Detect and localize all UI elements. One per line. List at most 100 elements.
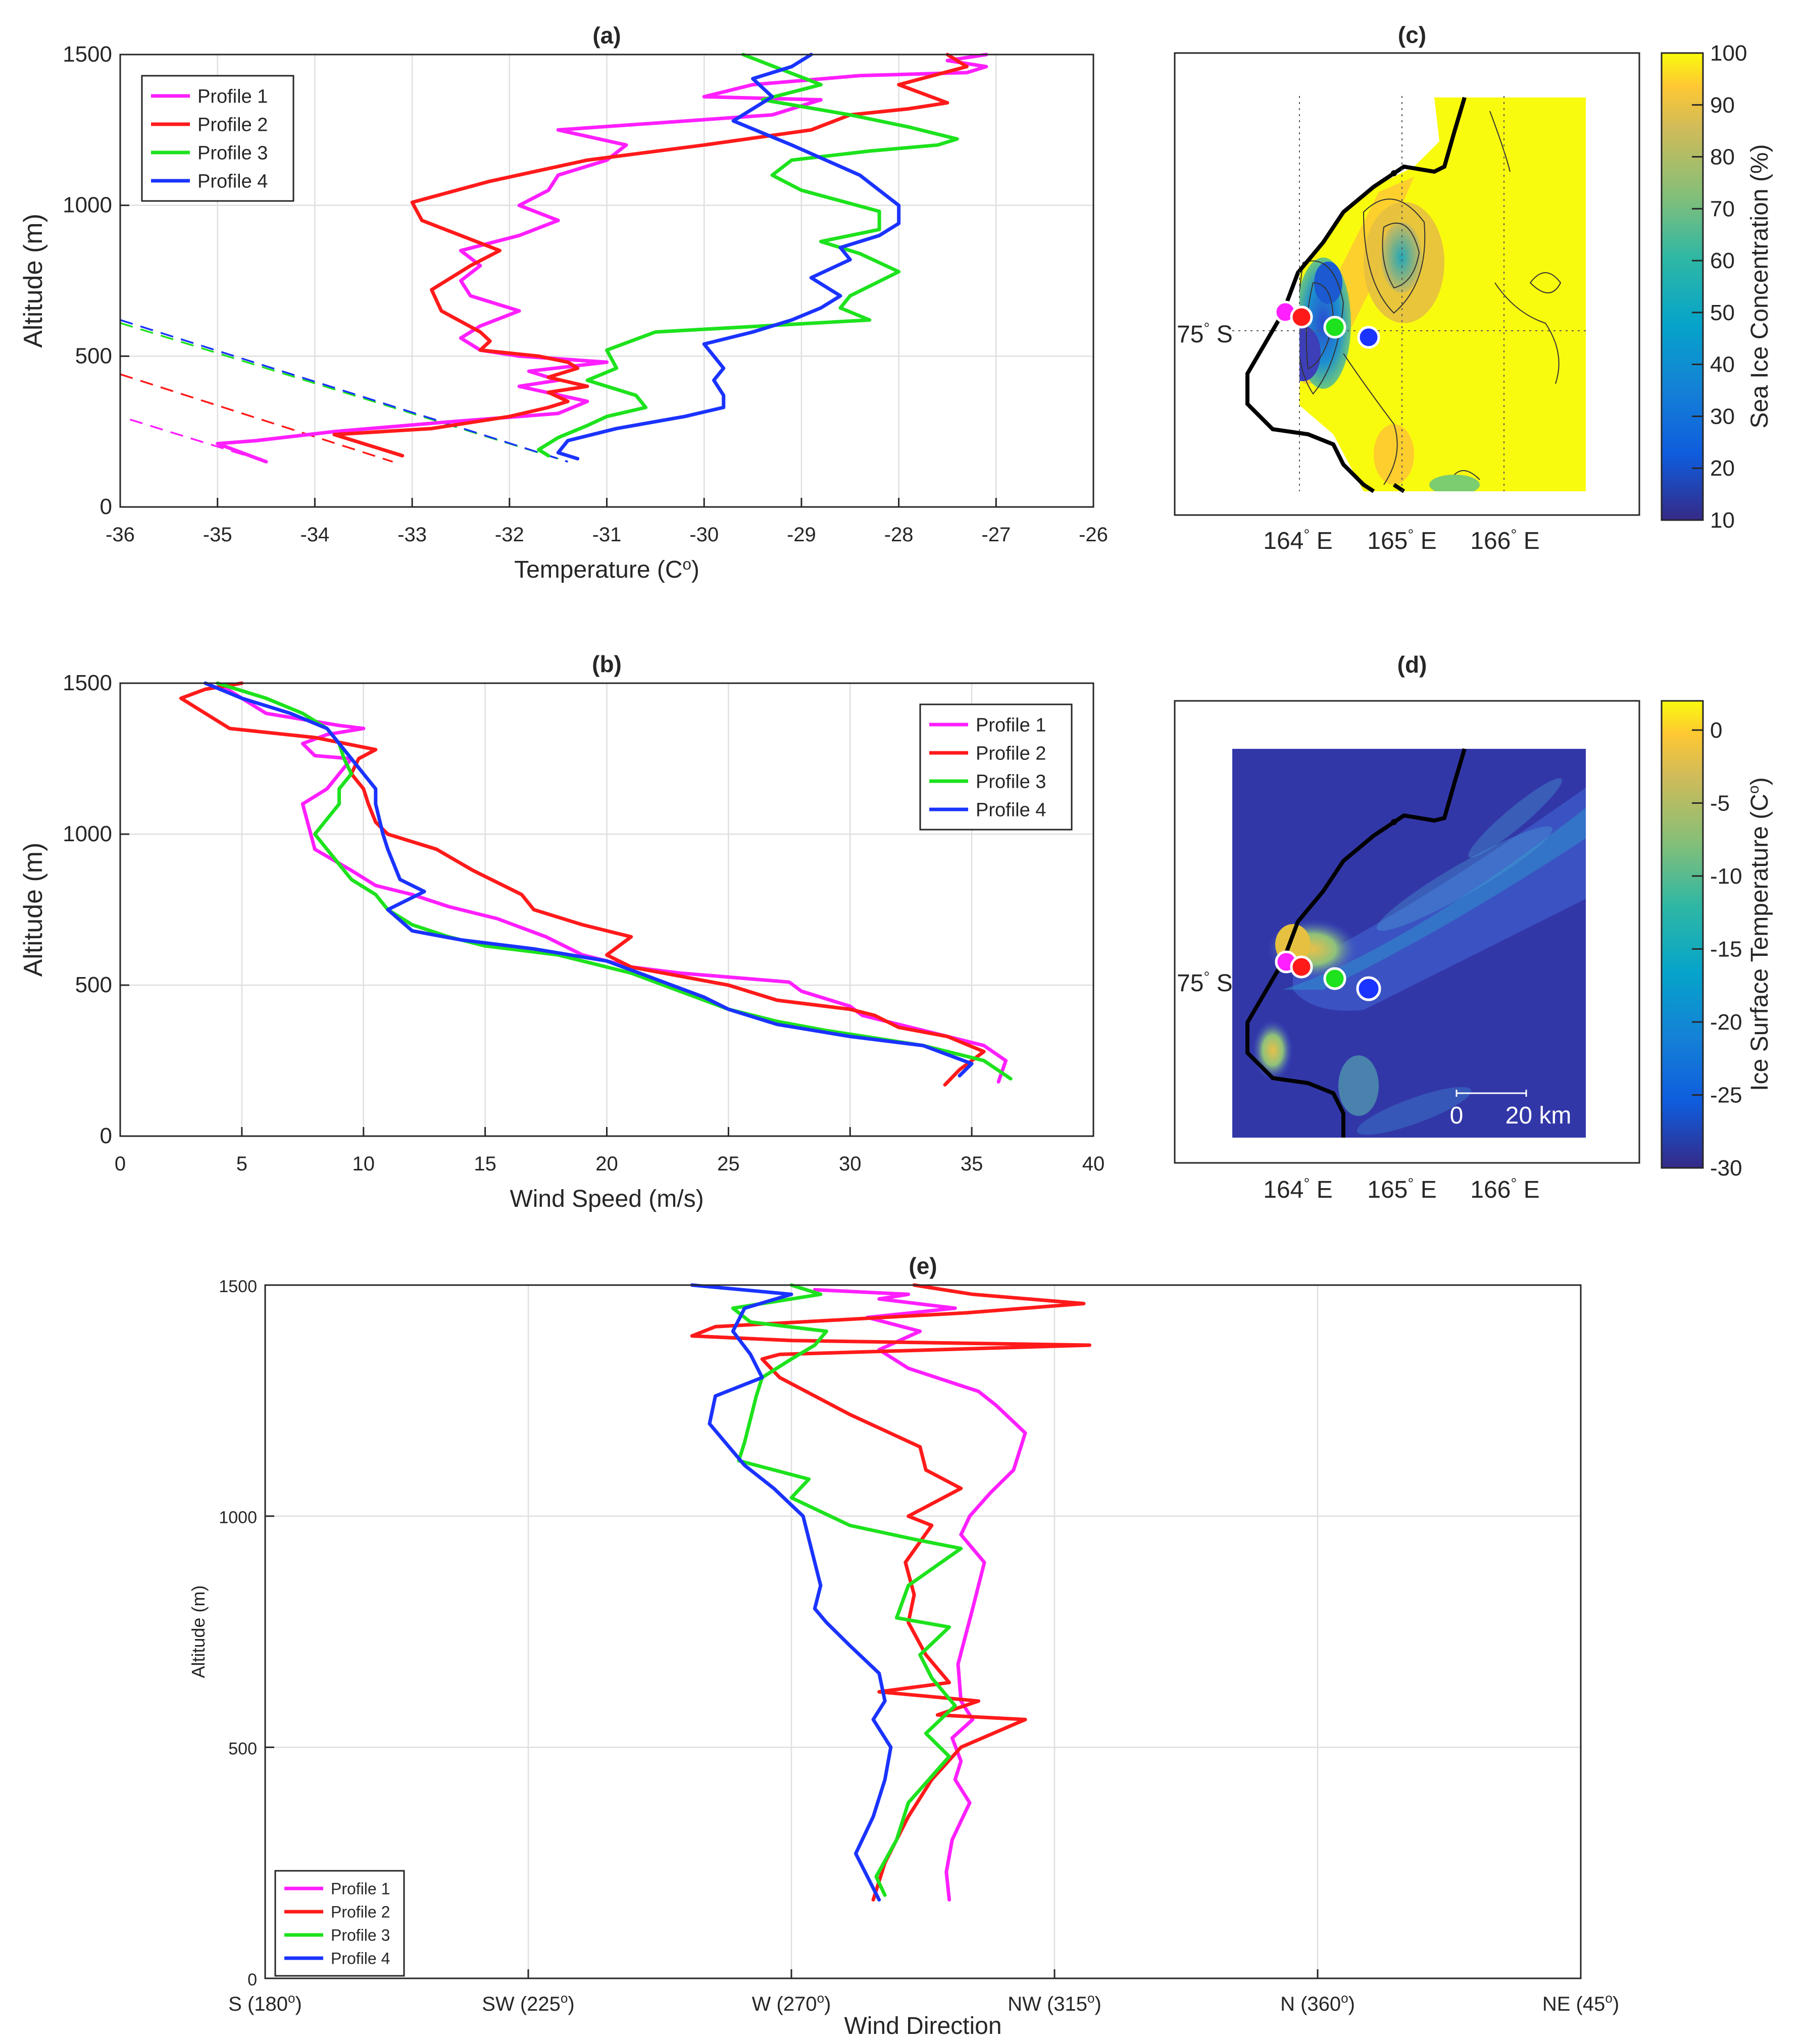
x-tick-label: -26	[1079, 524, 1108, 546]
x-tick-label: -36	[106, 524, 135, 546]
y-axis-label: Altitude (m)	[188, 1585, 209, 1678]
colorbar-tick-label: 50	[1710, 300, 1735, 325]
x-tick-label: 40	[1082, 1153, 1105, 1175]
y-tick-label: 1000	[63, 193, 112, 218]
series-line-profile-2	[179, 681, 986, 1087]
longitude-labels: 164° E 165° E 166° E	[1263, 1176, 1539, 1203]
x-axis-label: Temperature (Co)	[514, 555, 699, 583]
colorbar-surface-temperature-ticks: 0 -5 -10 -15 -20 -25 -30	[1692, 718, 1742, 1181]
colorbar-sea-ice-ticks: 10 20 30 40 50 60 70 80 90 100	[1692, 41, 1747, 533]
panel-b-title: (b)	[592, 651, 622, 677]
legend-entry: Profile 2	[976, 743, 1046, 764]
colorbar-sea-ice	[1661, 52, 1704, 521]
y-tick-label: 1000	[63, 822, 112, 846]
colorbar-tick-label: 30	[1710, 404, 1735, 429]
profile-3-marker	[1323, 316, 1346, 339]
y-tick-label: 0	[100, 1123, 112, 1148]
panel-e-legend: Profile 1 Profile 2 Profile 3 Profile 4	[274, 1870, 405, 1977]
x-tick-label: 5	[236, 1153, 247, 1175]
y-tick-label: 0	[100, 494, 112, 519]
series-line-profile-4	[556, 53, 901, 461]
longitude-label: 164° E	[1263, 1176, 1332, 1203]
x-tick-label: -33	[397, 524, 427, 546]
panel-a-axes: -36 -35 -34 -33 -32 -31 -30 -29 -28 -27 -26 0 500 100…	[19, 42, 1108, 583]
series-line-profile-2	[332, 53, 969, 457]
panel-b: (b) 0 5 10 15 20 25 30 35 40 0 500 1000 1500 Wind Spe…	[19, 651, 1105, 1212]
colorbar-tick-label: 60	[1710, 248, 1735, 273]
x-tick-label: -31	[592, 524, 622, 546]
profile-4-marker	[1357, 326, 1380, 349]
panel-a: (a) -36 -35 -34 -33 -32 -31 -30 -29 -28 -27 -26 0 50…	[19, 22, 1108, 583]
x-tick-label: NW (315o)	[1008, 1990, 1101, 2015]
colorbar-tick-label: 80	[1710, 145, 1735, 170]
x-tick-label: -29	[787, 524, 816, 546]
panel-b-legend: Profile 1 Profile 2 Profile 3 Profile 4	[919, 703, 1073, 831]
x-tick-label: W (270o)	[752, 1990, 831, 2015]
longitude-label: 166° E	[1470, 527, 1539, 554]
colorbar-surface-temperature-label: Ice Surface Temperature (Co)	[1745, 777, 1773, 1091]
colorbar-tick-label: 20	[1710, 456, 1735, 481]
extrapolation-line	[120, 319, 568, 463]
y-tick-label: 1500	[63, 671, 112, 695]
longitude-label: 166° E	[1470, 1176, 1539, 1203]
panel-b-series	[179, 681, 1013, 1087]
x-tick-label: NE (45o)	[1542, 1990, 1619, 2015]
y-tick-label: 1500	[219, 1277, 257, 1296]
x-tick-label: 25	[717, 1153, 740, 1175]
legend-entry: Profile 1	[976, 715, 1046, 736]
x-tick-label: -34	[300, 524, 329, 546]
x-tick-label: -28	[884, 524, 914, 546]
scale-bar: 0 20 km	[1450, 1090, 1572, 1129]
y-tick-label: 500	[228, 1739, 257, 1758]
panel-b-axes: 0 5 10 15 20 25 30 35 40 0 500 1000 1500 Wind Speed (…	[19, 671, 1105, 1212]
panel-d-title: (d)	[1397, 651, 1427, 678]
longitude-label: 165° E	[1367, 1176, 1436, 1203]
y-tick-label: 1000	[219, 1508, 257, 1527]
series-line-profile-4	[690, 1283, 893, 1902]
legend-entry: Profile 4	[197, 171, 268, 192]
profile-4-marker	[1356, 976, 1381, 1001]
x-axis-label: Wind Direction	[844, 2013, 1001, 2039]
x-tick-label: 30	[839, 1153, 862, 1175]
latitude-label: 75° S	[1177, 969, 1233, 997]
panel-a-title: (a)	[592, 22, 621, 48]
colorbar-tick-label: 0	[1710, 718, 1722, 743]
longitude-label: 165° E	[1367, 527, 1436, 554]
extrapolation-line	[120, 373, 393, 463]
profile-2-marker	[1290, 305, 1313, 329]
y-tick-label: 500	[75, 343, 112, 368]
legend-entry: Profile 4	[976, 800, 1046, 821]
x-tick-label: N (360o)	[1280, 1990, 1355, 2015]
legend-entry: Profile 2	[197, 115, 268, 136]
colorbar-tick-label: -30	[1710, 1156, 1742, 1181]
latitude-label: 75° S	[1177, 320, 1233, 348]
x-tick-label: SW (225o)	[482, 1990, 574, 2015]
profile-2-marker	[1290, 955, 1313, 979]
panel-a-dashed-lines	[120, 319, 568, 463]
x-tick-label: 15	[474, 1153, 496, 1175]
legend-entry: Profile 2	[331, 1903, 390, 1921]
colorbar-tick-label: -5	[1710, 791, 1730, 815]
y-tick-label: 0	[247, 1970, 257, 1989]
series-line-profile-1	[813, 1288, 1027, 1902]
surface-temperature-field	[1232, 749, 1586, 1138]
colorbar-tick-label: 10	[1710, 508, 1735, 533]
colorbar-tick-label: 70	[1710, 196, 1735, 221]
colorbar-tick-label: -25	[1710, 1083, 1742, 1107]
colorbar-tick-label: -10	[1710, 864, 1742, 889]
extrapolation-line	[120, 322, 568, 463]
panel-e-title: (e)	[909, 1253, 937, 1279]
legend-entry: Profile 3	[197, 143, 268, 164]
panel-c: (c)	[1174, 22, 1773, 554]
panel-e-grid	[264, 1284, 1582, 1979]
colorbar-tick-label: 100	[1710, 41, 1747, 66]
plot-frame	[264, 1284, 1582, 1979]
panel-c-title: (c)	[1398, 22, 1426, 48]
x-tick-label: -35	[203, 524, 232, 546]
panel-e: (e) S (180o) SW (225o) W (270o) NW (315o) N …	[188, 1253, 1619, 2039]
scale-bar-end: 20 km	[1506, 1102, 1572, 1129]
panel-d: (d) 0 20 km 75° S 164° E	[1174, 651, 1773, 1203]
x-tick-label: S (180o)	[228, 1990, 302, 2015]
longitude-label: 164° E	[1263, 527, 1332, 554]
x-tick-label: 10	[353, 1153, 375, 1175]
